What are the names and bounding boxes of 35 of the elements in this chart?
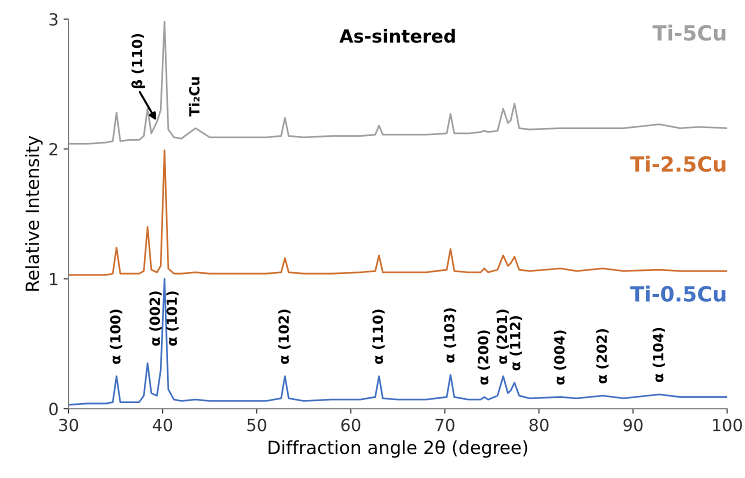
x-tick-label: 100 [713, 418, 742, 432]
annotation: α (200) [478, 330, 490, 385]
x-tick-label: 70 [436, 418, 454, 432]
annotation: α (102) [278, 310, 291, 364]
line-series [68, 149, 728, 276]
y-tick-label: 1 [50, 273, 58, 286]
annotation: α (004) [554, 330, 566, 385]
y-tick-label: 0 [49, 402, 58, 416]
x-tick-label: 60 [341, 418, 360, 432]
y-tick-label: 2 [49, 142, 58, 156]
annotation: Ti₂Cu [188, 77, 200, 116]
chart-title: As-sintered [339, 28, 455, 43]
annotation: α (112) [510, 316, 522, 370]
annotation: α (201) [496, 310, 509, 364]
annotation: α (202) [596, 329, 609, 384]
annotation: β (110) [131, 34, 145, 88]
text: Ti-5Cu [652, 24, 726, 41]
annotation: α (002) [149, 291, 162, 346]
x-tick-label: 80 [529, 418, 548, 432]
y-axis-title: Relative Intensity [25, 136, 43, 291]
y-tick-label: 3 [49, 13, 58, 26]
annotation: α (100) [110, 310, 122, 364]
line-series [68, 278, 728, 406]
annotation: α (103) [444, 308, 456, 363]
x-tick-label: 40 [152, 418, 172, 432]
text: Ti-2.5Cu [630, 156, 726, 172]
annotation: α (101) [166, 291, 179, 346]
x-tick-label: 30 [59, 418, 78, 432]
x-tick-label: 50 [247, 418, 266, 432]
text: Ti-0.5Cu [630, 286, 726, 302]
line-series [68, 20, 728, 145]
annotation: α (104) [652, 328, 666, 382]
annotation: α (110) [372, 310, 385, 364]
x-tick-label: 90 [623, 418, 643, 432]
x-axis-title: Diffraction angle 2θ (degree) [268, 440, 528, 458]
